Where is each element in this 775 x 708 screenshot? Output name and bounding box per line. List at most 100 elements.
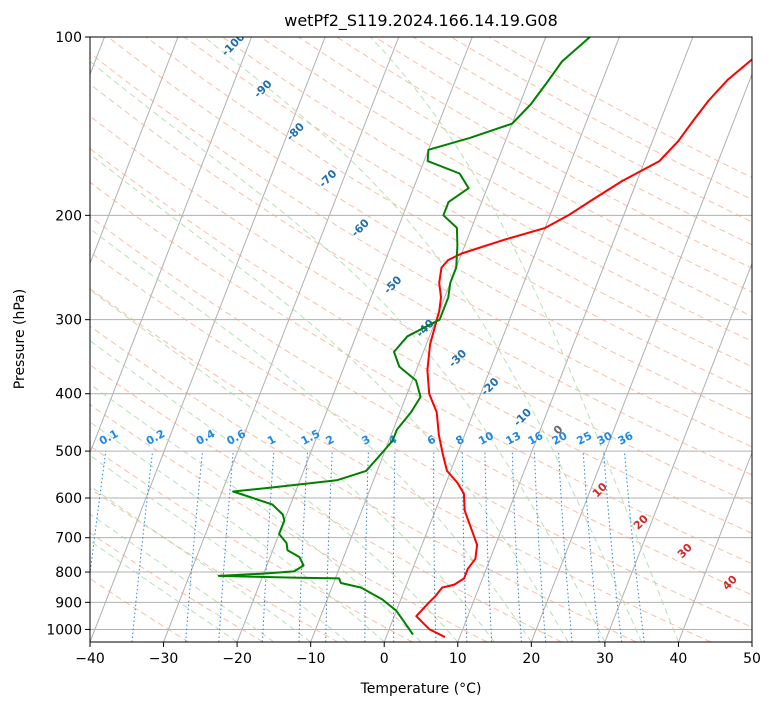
mixing-ratio-line [533, 451, 547, 642]
isotherm-line [530, 72, 752, 642]
mixing-ratio-line [582, 451, 600, 642]
y-tick-label: 400 [55, 387, 82, 403]
mixing-ratio-label: 30 [595, 429, 615, 448]
moist-adiabat-line [90, 153, 569, 642]
isotherm-line [90, 37, 179, 265]
mixing-ratio-line [325, 451, 333, 642]
dry-adiabat-line [260, 37, 752, 317]
dry-adiabat-line [412, 37, 752, 223]
moist-adiabat-line [90, 540, 238, 642]
isotherm-line [90, 37, 326, 642]
dry-adiabat-line [90, 148, 752, 534]
y-tick-label: 600 [55, 491, 82, 507]
dry-adiabat-line [90, 115, 752, 505]
moist-adiabat-line [90, 454, 348, 642]
y-tick-label: 500 [55, 444, 82, 460]
mixing-ratio-line [461, 451, 468, 642]
background-lines [90, 37, 752, 642]
x-tick-label: −10 [296, 651, 326, 667]
x-tick-label: −40 [75, 651, 105, 667]
dry-adiabat-line [90, 487, 339, 642]
x-tick-label: 30 [596, 651, 614, 667]
mixing-ratio-label: 10 [476, 429, 496, 448]
x-tick-label: 20 [522, 651, 540, 667]
y-tick-label: 700 [55, 531, 82, 547]
x-tick-label: 0 [380, 651, 389, 667]
moist-adiabat-line [90, 383, 422, 642]
mixing-ratio-line [603, 451, 623, 642]
moist-adiabat-line [90, 421, 385, 642]
x-axis-label: Temperature (°C) [360, 681, 482, 697]
moist-adiabat-line [90, 60, 606, 642]
y-tick-label: 100 [55, 30, 82, 46]
dewpoint-trace [217, 37, 591, 636]
mixing-ratio-line [185, 451, 203, 642]
dry-adiabat-line [90, 287, 712, 642]
dry-adiabat-line [222, 37, 752, 342]
mixing-ratio-label: 25 [575, 429, 595, 448]
dry-adiabat-line [90, 325, 637, 642]
moist-adiabat-line [203, 37, 643, 642]
mixing-ratio-label: 0.1 [97, 427, 120, 448]
moist-adiabat-line [90, 228, 532, 642]
moist-adiabat-line [370, 37, 679, 642]
plot-frame [89, 36, 753, 643]
mixing-ratio-label: 20 [550, 429, 570, 448]
mixing-ratio-line [364, 451, 369, 642]
saturation-label: -90 [251, 77, 274, 100]
dry-adiabat-line [298, 37, 752, 293]
moist-adiabat-line [90, 485, 311, 642]
mixing-ratio-label: 36 [616, 429, 636, 448]
isotherm-line [604, 262, 752, 642]
mixing-ratio-line [623, 451, 645, 642]
x-tick-label: −30 [149, 651, 179, 667]
moist-adiabat-line [90, 289, 495, 642]
isotherm-line [751, 640, 752, 642]
mixing-ratio-line [433, 451, 437, 642]
theta-e-label: 40 [720, 573, 740, 593]
saturation-label: -100 [219, 30, 248, 59]
x-tick-label: 10 [449, 651, 467, 667]
isotherm-line [457, 37, 694, 642]
mixing-ratio-line [558, 451, 573, 642]
dry-adiabat-line [90, 181, 752, 565]
y-tick-label: 800 [55, 565, 82, 581]
y-axis: 100 200 300 400 500 600 700 800 900 1000 [46, 30, 90, 638]
dry-adiabat-line [90, 445, 413, 642]
dry-adiabat-line [90, 216, 752, 596]
mixing-ratio-label: 6 [425, 433, 438, 448]
mixing-ratio-label: 16 [526, 429, 546, 448]
x-tick-label: 40 [670, 651, 688, 667]
saturation-label: -50 [381, 273, 404, 296]
mixing-ratio-line [90, 451, 107, 578]
sounding-traces [217, 37, 752, 638]
mixing-ratio-label: 1 [265, 433, 278, 448]
isotherm-line [383, 37, 620, 642]
saturation-label: -30 [446, 347, 469, 370]
mixing-ratio-line [218, 451, 234, 642]
dry-adiabat-line [90, 577, 189, 642]
temperature-trace [415, 58, 752, 638]
mixing-ratio-label: 0.2 [144, 427, 167, 448]
moist-adiabat-line [90, 513, 275, 642]
dry-adiabat-line [336, 37, 752, 269]
saturation-label: -80 [284, 120, 307, 143]
x-tick-label: −20 [222, 651, 252, 667]
mixing-ratio-line [393, 451, 396, 642]
dry-adiabat-line [90, 404, 488, 642]
dry-adiabat-line [90, 251, 752, 628]
saturation-label: -60 [349, 216, 372, 239]
chart-title: wetPf2_S119.2024.166.14.19.G08 [284, 11, 558, 31]
y-tick-label: 300 [55, 313, 82, 329]
x-tick-label: 50 [743, 651, 761, 667]
isopleth-labels: 0.1 0.2 0.4 0.6 1 1.5 2 3 4 6 8 10 13 16 20 25 30 36-100-… [97, 30, 740, 593]
mixing-ratio-label: 13 [504, 429, 524, 448]
mixing-ratio-label: 1.5 [299, 427, 322, 448]
y-axis-label: Pressure (hPa) [12, 289, 28, 389]
mixing-ratio-label: 2 [324, 433, 337, 448]
y-tick-label: 200 [55, 208, 82, 224]
theta-e-label: 30 [675, 541, 695, 561]
y-tick-label: 900 [55, 595, 82, 611]
isotherm-line [163, 37, 400, 642]
